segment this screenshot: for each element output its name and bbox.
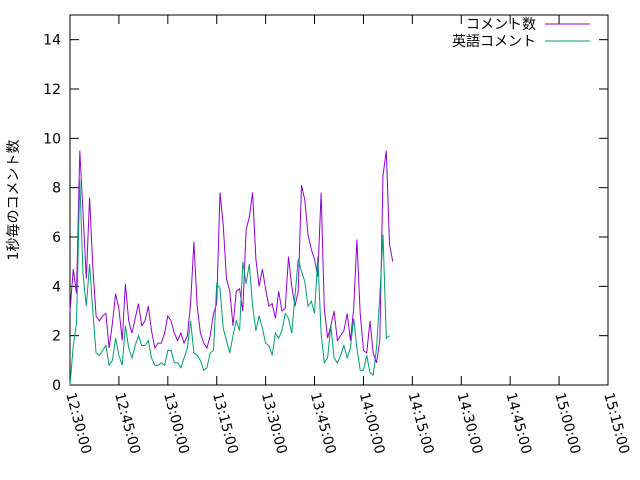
y-axis-label: 1秒毎のコメント数: [6, 140, 22, 261]
x-tick-label: 13:15:00: [209, 391, 241, 456]
x-tick-label: 12:45:00: [111, 391, 143, 456]
x-tick-label: 14:00:00: [356, 391, 388, 456]
y-axis: 0 2 4 6 8 10 12 14: [43, 33, 608, 394]
legend-label-1: コメント数: [466, 17, 536, 33]
legend-label-2: 英語コメント: [452, 33, 536, 50]
x-axis: 12:30:00 12:45:00 13:00:00 13:15:00 13:30:00…: [62, 15, 632, 456]
y-tick-label: 2: [52, 329, 61, 345]
x-tick-label: 14:15:00: [405, 391, 437, 456]
y-tick-label: 12: [43, 82, 61, 98]
x-tick-label: 13:00:00: [160, 391, 192, 456]
series-line-2: [69, 180, 390, 386]
x-tick-label: 12:30:00: [62, 391, 94, 456]
x-tick-label: 15:00:00: [551, 391, 583, 456]
y-tick-label: 10: [43, 131, 61, 147]
x-tick-label: 13:45:00: [307, 391, 339, 456]
y-tick-label: 8: [52, 181, 61, 197]
y-tick-label: 4: [52, 279, 61, 295]
x-tick-label: 14:30:00: [454, 391, 486, 456]
plot-frame: [69, 14, 609, 386]
y-tick-label: 6: [52, 230, 61, 246]
x-tick-label: 14:45:00: [502, 391, 534, 456]
y-tick-label: 0: [52, 378, 61, 394]
x-tick-label: 15:15:00: [600, 391, 632, 456]
series-layer: [69, 150, 394, 386]
y-tick-label: 14: [43, 33, 61, 49]
x-tick-label: 13:30:00: [258, 391, 290, 456]
series-line-1: [69, 150, 394, 363]
